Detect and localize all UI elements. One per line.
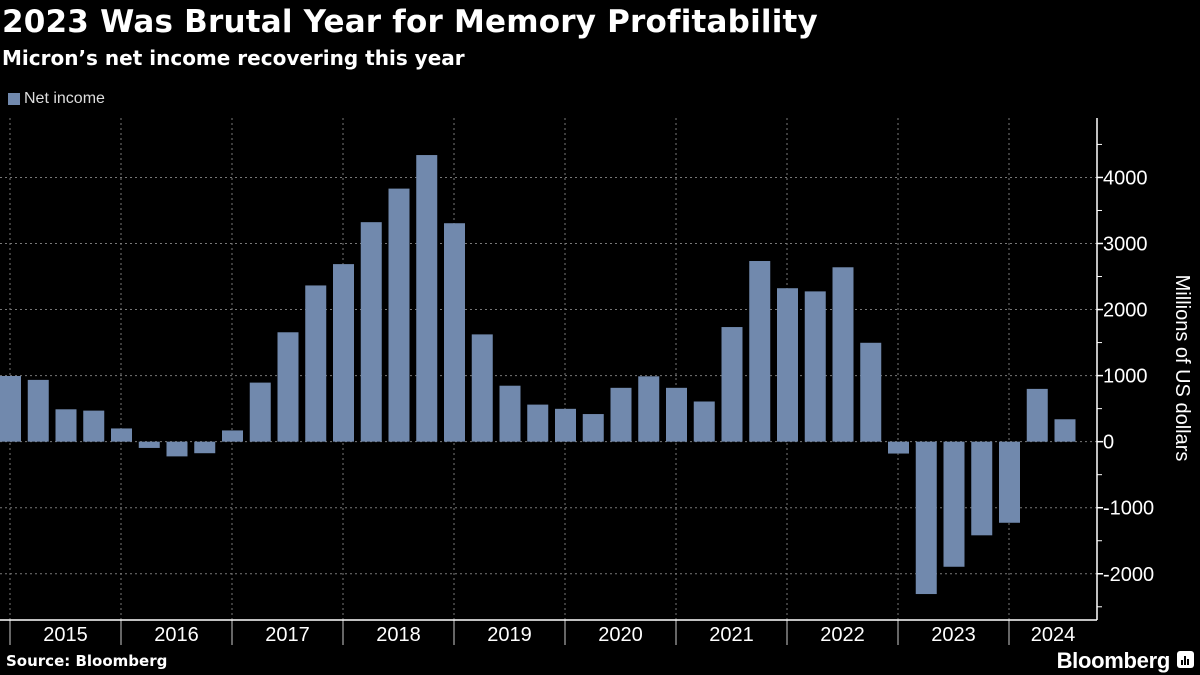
bar (194, 441, 216, 454)
bar (138, 441, 160, 448)
x-tick-label: 2022 (820, 624, 865, 646)
bar (804, 291, 826, 442)
bar (27, 379, 49, 442)
y-tick-label: -1000 (1103, 498, 1154, 520)
bloomberg-logo: Bloomberg (1056, 648, 1171, 673)
bar (166, 441, 188, 457)
y-axis-title: Millions of US dollars (1171, 275, 1193, 462)
bar (444, 223, 465, 442)
bar (860, 342, 882, 442)
bar (582, 414, 604, 442)
y-tick-label: 2000 (1103, 300, 1148, 322)
chart-subtitle: Micron’s net income recovering this year (2, 46, 465, 70)
x-tick-label: 2024 (1031, 624, 1076, 646)
y-tick-label: 3000 (1103, 234, 1148, 256)
x-tick-label: 2015 (43, 624, 88, 646)
x-tick-label: 2020 (598, 624, 643, 646)
bar (471, 334, 493, 442)
bar (1026, 388, 1048, 442)
x-tick-label: 2019 (487, 624, 532, 646)
bar (777, 288, 798, 442)
bar (999, 441, 1020, 523)
bar (888, 441, 909, 454)
bar (55, 409, 77, 442)
bar (638, 376, 660, 442)
bar (249, 382, 271, 442)
bar (971, 441, 993, 536)
bar (83, 410, 105, 442)
x-tick-label: 2017 (265, 624, 310, 646)
legend-swatch (8, 93, 20, 105)
bar (610, 387, 632, 442)
bar (693, 401, 715, 442)
bloomberg-chart-icon (1177, 651, 1194, 668)
bar (666, 387, 687, 442)
x-tick-label: 2021 (709, 624, 754, 646)
chart-title: 2023 Was Brutal Year for Memory Profitab… (2, 4, 818, 40)
x-tick-label: 2018 (376, 624, 421, 646)
bar (111, 428, 132, 442)
bar (305, 285, 327, 442)
bar (915, 441, 937, 595)
bar (333, 264, 354, 442)
bar (527, 404, 549, 442)
y-tick-label: 1000 (1103, 366, 1148, 388)
bar (222, 430, 243, 442)
y-tick-label: 4000 (1103, 167, 1148, 189)
x-tick-label: 2023 (931, 624, 976, 646)
legend-label: Net income (24, 90, 105, 107)
bar (721, 327, 743, 442)
bar (832, 267, 854, 442)
bar (416, 155, 438, 442)
bar (499, 385, 521, 442)
y-tick-label: 0 (1103, 432, 1114, 454)
x-tick-label: 2016 (154, 624, 199, 646)
bar (749, 261, 771, 442)
legend: Net income (8, 90, 105, 108)
bar (277, 332, 299, 442)
bar (1054, 419, 1076, 442)
source-note: Source: Bloomberg (6, 652, 168, 670)
y-tick-label: -2000 (1103, 564, 1154, 586)
bar (360, 222, 382, 442)
bar (555, 408, 576, 442)
bar (0, 376, 21, 442)
bar (388, 188, 410, 442)
bar (943, 441, 965, 567)
